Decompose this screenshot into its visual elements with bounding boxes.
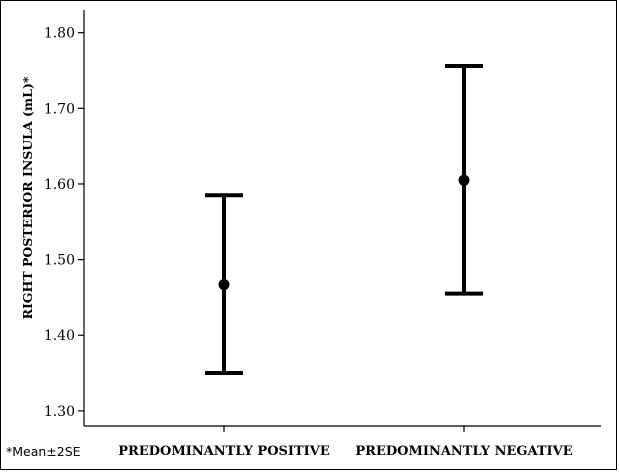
x-tick-label: PREDOMINANTLY NEGATIVE bbox=[355, 444, 572, 459]
mean-point bbox=[458, 174, 470, 186]
error-bar-group bbox=[445, 63, 483, 296]
y-tick-label: 1.70 bbox=[44, 101, 75, 117]
y-ticks: 1.30 1.40 1.50 1.60 1.70 1.80 bbox=[44, 26, 84, 420]
y-tick-label: 1.50 bbox=[44, 253, 75, 269]
footnote: *Mean±2SE bbox=[6, 444, 81, 459]
mean-point bbox=[218, 279, 230, 291]
x-ticks: PREDOMINANTLY POSITIVE PREDOMINANTLY NEGA… bbox=[118, 426, 573, 459]
y-axis-label: RIGHT POSTERIOR INSULA (mL)* bbox=[20, 76, 35, 319]
y-tick-label: 1.80 bbox=[44, 26, 75, 42]
y-tick-label: 1.40 bbox=[44, 328, 75, 344]
error-bars bbox=[205, 63, 483, 376]
x-tick-label: PREDOMINANTLY POSITIVE bbox=[118, 444, 330, 459]
y-tick-label: 1.30 bbox=[44, 404, 75, 420]
y-tick-label: 1.60 bbox=[44, 177, 75, 193]
error-bar-group bbox=[205, 193, 243, 376]
